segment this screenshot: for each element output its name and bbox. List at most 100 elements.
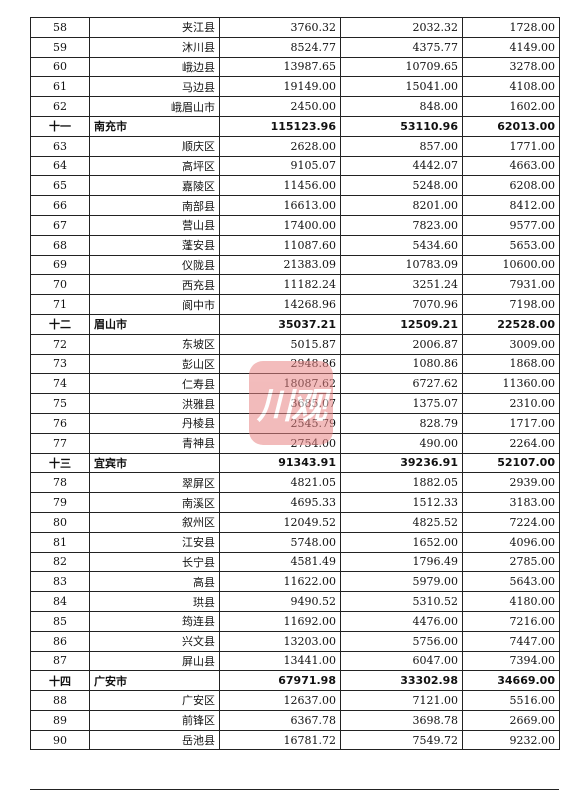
region-name: 珙县 [89, 591, 220, 612]
row-index: 58 [30, 17, 90, 38]
table-row: 88 广安区 12637.00 7121.00 5516.00 [30, 690, 560, 711]
table-row: 58 夹江县 3760.32 2032.32 1728.00 [30, 17, 560, 38]
amount-b-value: 4180.00 [462, 591, 560, 612]
table-row: 78 翠屏区 4821.05 1882.05 2939.00 [30, 472, 560, 494]
amount-b-value: 9232.00 [462, 729, 560, 751]
region-name: 仁寿县 [89, 373, 220, 395]
total-value: 11456.00 [219, 175, 341, 197]
total-value: 91343.91 [219, 452, 341, 474]
row-index: 59 [30, 36, 90, 58]
amount-b-value: 62013.00 [462, 115, 560, 137]
row-index: 69 [30, 254, 90, 276]
row-index: 72 [30, 333, 90, 355]
region-name: 峨眉山市 [89, 96, 220, 117]
row-index: 90 [30, 729, 90, 751]
row-index: 75 [30, 393, 90, 414]
row-index: 81 [30, 531, 90, 553]
city-subtotal-row: 十四 广安市 67971.98 33302.98 34669.00 [30, 670, 560, 692]
table-row: 87 屏山县 13441.00 6047.00 7394.00 [30, 650, 560, 672]
table-row: 60 峨边县 13987.65 10709.65 3278.00 [30, 56, 560, 78]
total-value: 21383.09 [219, 254, 341, 276]
region-name: 洪雅县 [89, 393, 220, 414]
total-value: 3760.32 [219, 17, 341, 38]
row-index: 89 [30, 709, 90, 731]
amount-b-value: 1771.00 [462, 135, 560, 157]
row-index: 61 [30, 76, 90, 98]
amount-b-value: 5516.00 [462, 690, 560, 711]
region-name: 东坡区 [89, 333, 220, 355]
row-index: 63 [30, 135, 90, 157]
table-row: 79 南溪区 4695.33 1512.33 3183.00 [30, 492, 560, 513]
total-value: 17400.00 [219, 214, 341, 236]
region-name: 南溪区 [89, 492, 220, 513]
row-index: 68 [30, 234, 90, 256]
row-index: 88 [30, 690, 90, 711]
amount-b-value: 7216.00 [462, 610, 560, 632]
row-index: 86 [30, 630, 90, 652]
region-name: 兴文县 [89, 630, 220, 652]
region-name: 叙州区 [89, 511, 220, 533]
total-value: 16781.72 [219, 729, 341, 751]
row-index: 71 [30, 294, 90, 315]
table-row: 65 嘉陵区 11456.00 5248.00 6208.00 [30, 175, 560, 197]
total-value: 16613.00 [219, 195, 341, 216]
amount-b-value: 1602.00 [462, 96, 560, 117]
amount-a-value: 490.00 [340, 432, 463, 454]
region-name: 青神县 [89, 432, 220, 454]
amount-b-value: 5653.00 [462, 234, 560, 256]
amount-a-value: 1796.49 [340, 551, 463, 573]
region-name: 蓬安县 [89, 234, 220, 256]
amount-b-value: 6208.00 [462, 175, 560, 197]
amount-b-value: 52107.00 [462, 452, 560, 474]
amount-a-value: 4476.00 [340, 610, 463, 632]
row-index: 85 [30, 610, 90, 632]
amount-b-value: 4108.00 [462, 76, 560, 98]
region-name: 屏山县 [89, 650, 220, 672]
row-index: 76 [30, 412, 90, 434]
total-value: 2628.00 [219, 135, 341, 157]
amount-a-value: 1375.07 [340, 393, 463, 414]
table-row: 85 筠连县 11692.00 4476.00 7216.00 [30, 610, 560, 632]
region-name: 眉山市 [89, 313, 220, 335]
total-value: 5748.00 [219, 531, 341, 553]
region-name: 夹江县 [89, 17, 220, 38]
amount-a-value: 5979.00 [340, 571, 463, 593]
amount-b-value: 7447.00 [462, 630, 560, 652]
region-name: 广安区 [89, 690, 220, 711]
amount-a-value: 5310.52 [340, 591, 463, 612]
allocation-table: 58 夹江县 3760.32 2032.32 1728.00 59 沐川县 8524.77 43… [30, 17, 560, 751]
city-subtotal-row: 十一 南充市 115123.96 53110.96 62013.00 [30, 115, 560, 137]
region-name: 嘉陵区 [89, 175, 220, 197]
row-index: 十三 [30, 452, 90, 474]
table-row: 84 珙县 9490.52 5310.52 4180.00 [30, 591, 560, 612]
amount-b-value: 4149.00 [462, 36, 560, 58]
table-row: 63 顺庆区 2628.00 857.00 1771.00 [30, 135, 560, 157]
row-index: 79 [30, 492, 90, 513]
amount-b-value: 7198.00 [462, 294, 560, 315]
total-value: 4821.05 [219, 472, 341, 494]
row-index: 十四 [30, 670, 90, 692]
row-index: 十一 [30, 115, 90, 137]
amount-b-value: 1868.00 [462, 353, 560, 375]
total-value: 4581.49 [219, 551, 341, 573]
amount-b-value: 34669.00 [462, 670, 560, 692]
total-value: 67971.98 [219, 670, 341, 692]
table-row: 67 营山县 17400.00 7823.00 9577.00 [30, 214, 560, 236]
watermark-text: 川观 [256, 385, 327, 427]
row-index: 66 [30, 195, 90, 216]
total-value: 11182.24 [219, 274, 341, 296]
amount-a-value: 10709.65 [340, 56, 463, 78]
total-value: 9105.07 [219, 155, 341, 177]
amount-a-value: 828.79 [340, 412, 463, 434]
total-value: 6367.78 [219, 709, 341, 731]
table-row: 90 岳池县 16781.72 7549.72 9232.00 [30, 729, 560, 751]
region-name: 彭山区 [89, 353, 220, 375]
region-name: 南部县 [89, 195, 220, 216]
table-row: 89 前锋区 6367.78 3698.78 2669.00 [30, 709, 560, 731]
amount-b-value: 4096.00 [462, 531, 560, 553]
table-row: 70 西充县 11182.24 3251.24 7931.00 [30, 274, 560, 296]
row-index: 73 [30, 353, 90, 375]
row-index: 74 [30, 373, 90, 395]
row-index: 80 [30, 511, 90, 533]
